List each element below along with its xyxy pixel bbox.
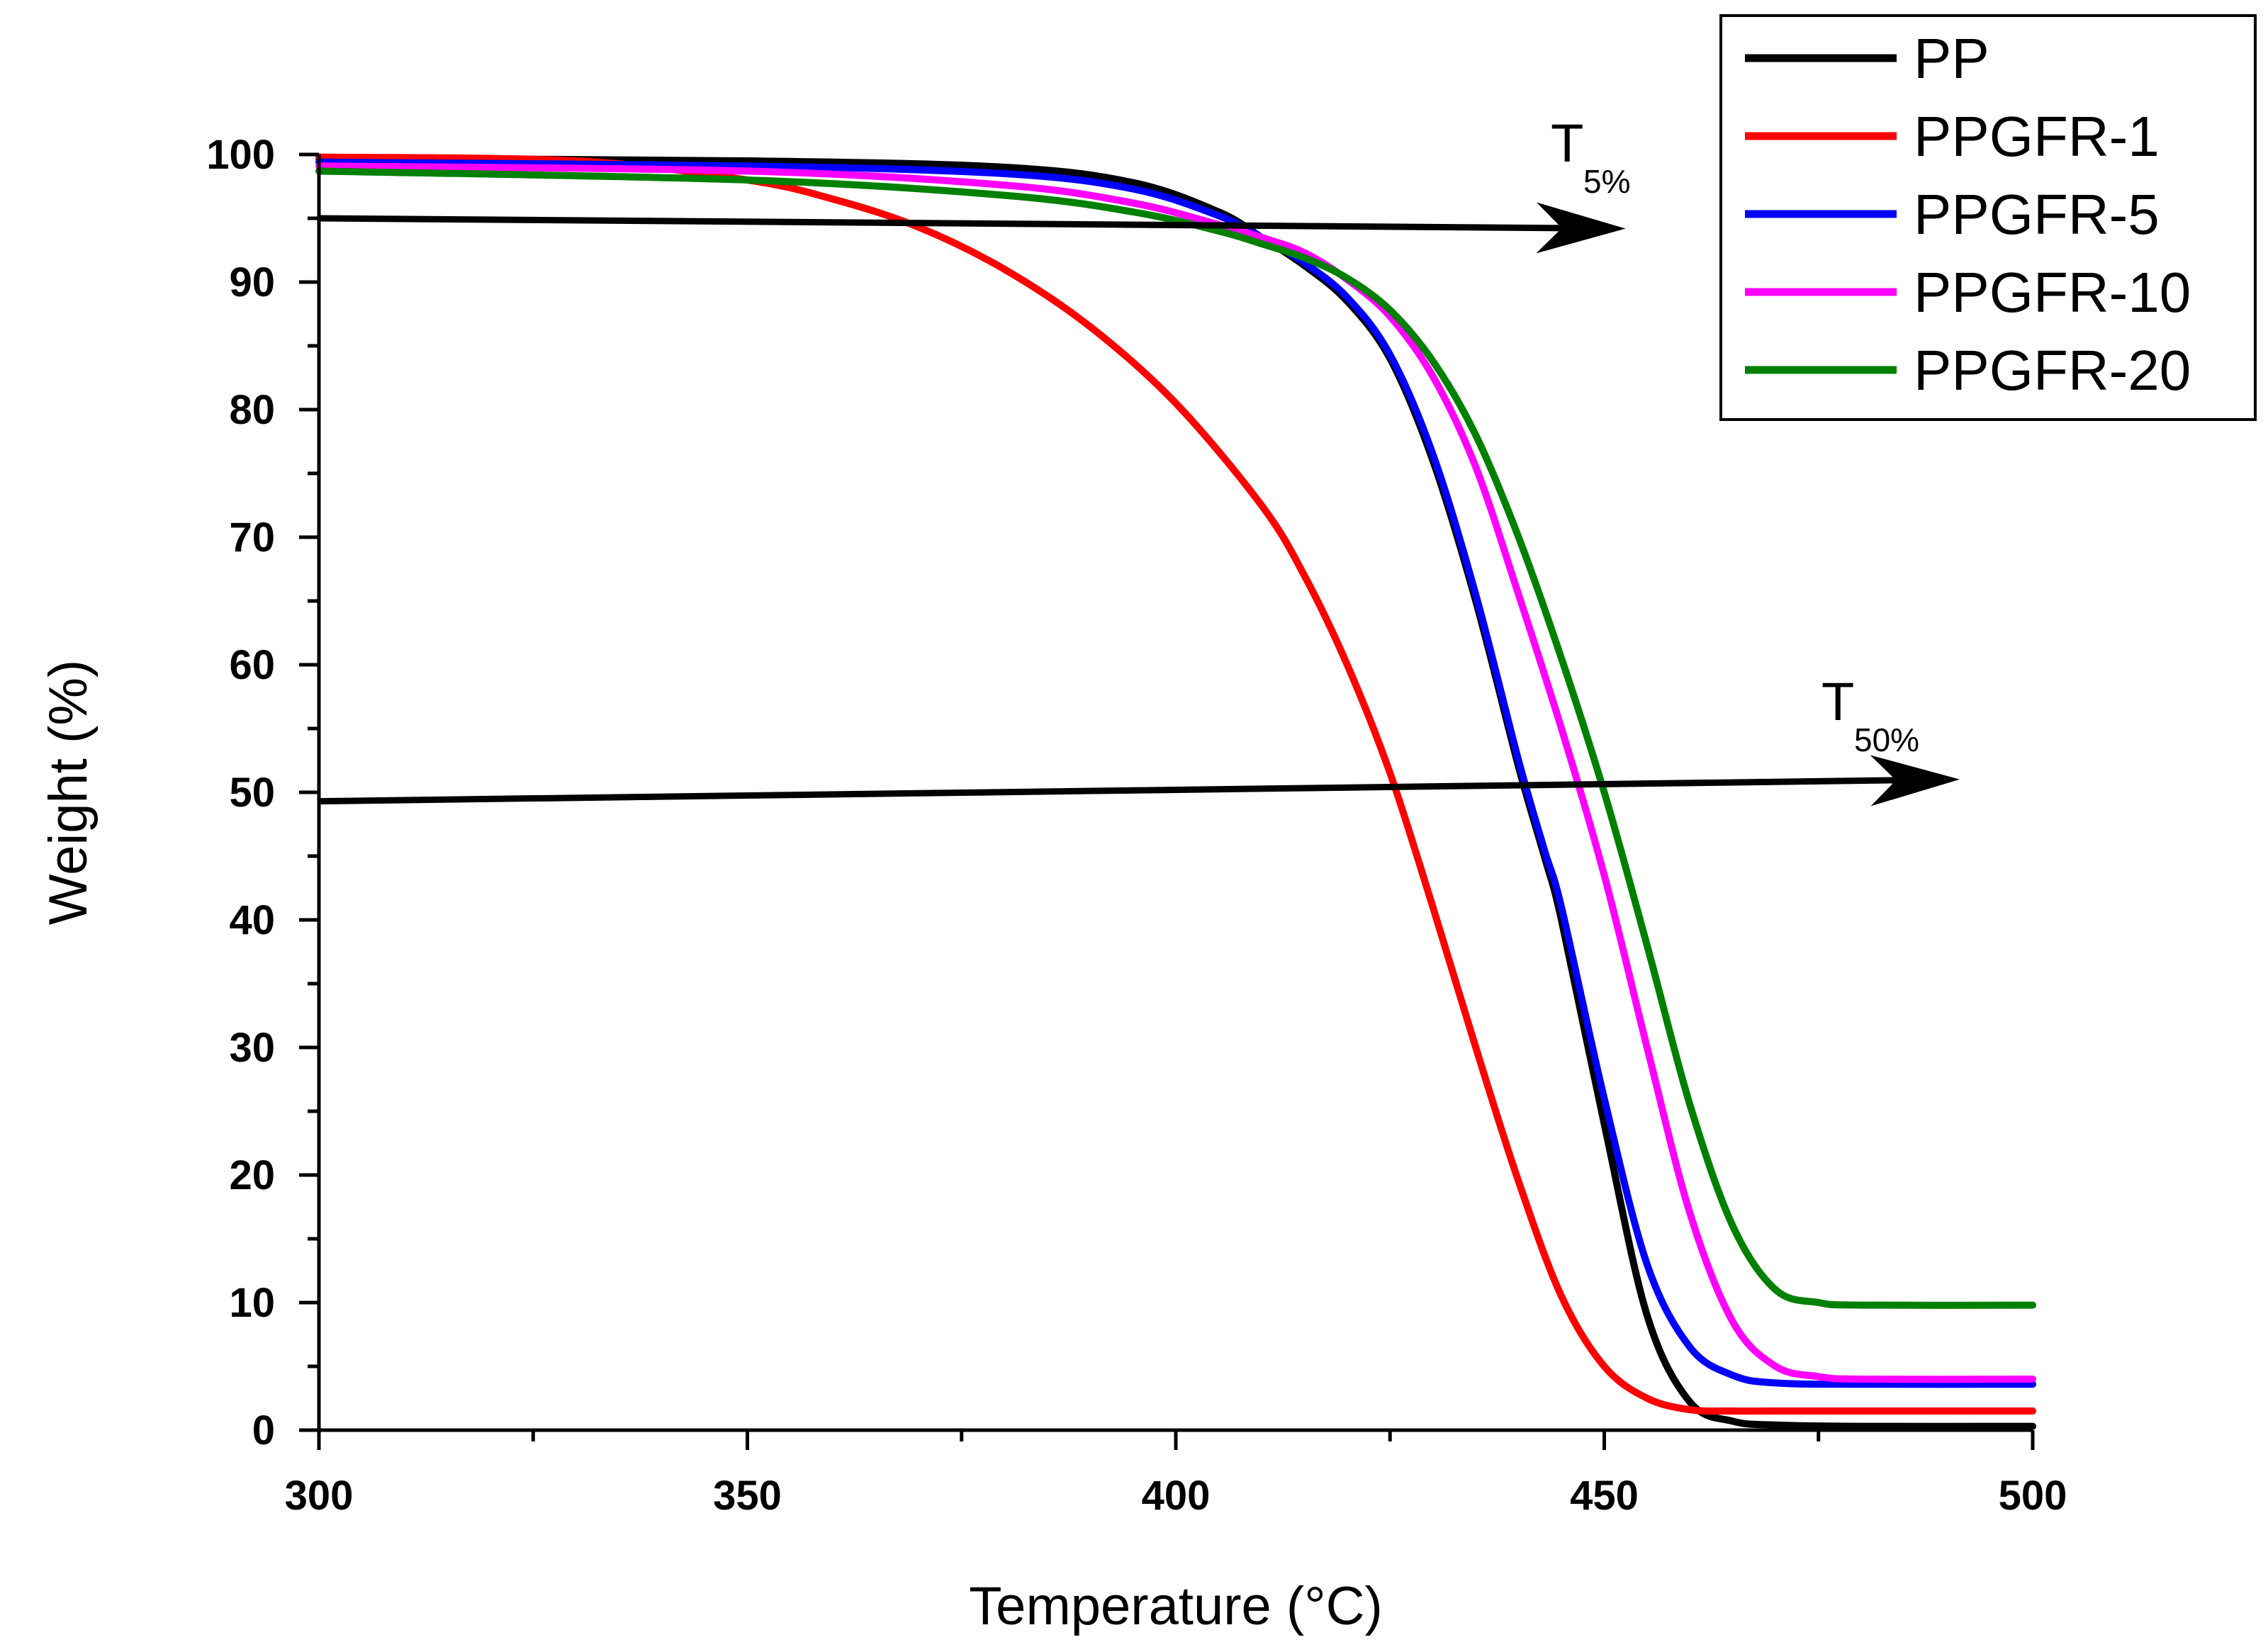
series-line-ppgfr-1 [315, 153, 2036, 1415]
y-tick-label: 80 [229, 387, 275, 433]
x-tick-label: 400 [1142, 1473, 1211, 1519]
legend-label: PPGFR-10 [1914, 261, 2191, 324]
series-line-ppgfr-10 [315, 162, 2036, 1383]
series-line-ppgfr-20 [315, 167, 2036, 1309]
annotation-subscript: 5% [1583, 163, 1630, 200]
annotation-subscript: 50% [1854, 721, 1919, 758]
y-tick-label: 70 [229, 515, 275, 561]
annotations: T5%T50% [318, 113, 1960, 806]
y-tick-label: 90 [229, 259, 275, 305]
annotation-label: T [1551, 113, 1583, 174]
x-axis-title: Temperature (°C) [969, 1576, 1383, 1636]
annotation-label: T [1821, 672, 1854, 732]
y-tick-label: 40 [229, 897, 275, 943]
legend-label: PP [1914, 27, 1989, 90]
legend: PP PPGFR-1 PPGFR-5 PPGFR-10 PPGFR-20 [1719, 14, 2257, 421]
y-tick-label: 30 [229, 1025, 275, 1071]
legend-label: PPGFR-1 [1914, 105, 2160, 168]
y-axis-title: Weight (%) [38, 660, 99, 925]
annotation-arrow [318, 755, 1960, 806]
axes: 0 10 20 30 40 50 60 70 80 90 100 300 350 400 450 500 [206, 132, 2067, 1519]
x-tick-label: 500 [1999, 1473, 2067, 1519]
legend-label: PPGFR-20 [1914, 339, 2191, 402]
series-line-ppgfr-5 [315, 158, 2036, 1388]
x-tick-label: 450 [1570, 1473, 1639, 1519]
legend-label: PPGFR-5 [1914, 183, 2160, 246]
y-tick-label: 20 [229, 1152, 275, 1198]
y-tick-label: 50 [229, 770, 275, 816]
annotation-arrow [318, 202, 1626, 254]
y-tick-label: 100 [206, 132, 275, 178]
x-tick-label: 300 [285, 1473, 354, 1519]
x-tick-label: 350 [713, 1473, 782, 1519]
y-tick-label: 10 [229, 1280, 275, 1326]
plot-area [315, 153, 2036, 1430]
y-tick-label: 0 [252, 1407, 275, 1454]
y-tick-label: 60 [229, 642, 275, 688]
